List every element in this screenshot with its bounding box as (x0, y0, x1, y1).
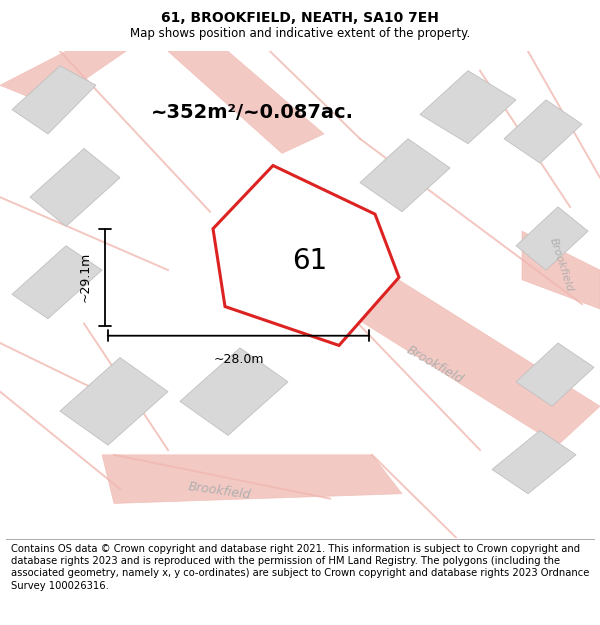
Polygon shape (360, 139, 450, 212)
Text: 61, BROOKFIELD, NEATH, SA10 7EH: 61, BROOKFIELD, NEATH, SA10 7EH (161, 11, 439, 25)
Polygon shape (12, 246, 102, 319)
Text: Brookfield: Brookfield (548, 237, 574, 294)
Polygon shape (30, 149, 120, 226)
Text: ~29.1m: ~29.1m (79, 253, 92, 302)
Text: ~28.0m: ~28.0m (213, 352, 264, 366)
Text: ~352m²/~0.087ac.: ~352m²/~0.087ac. (151, 102, 353, 121)
Polygon shape (240, 221, 348, 304)
Polygon shape (492, 431, 576, 494)
Polygon shape (516, 207, 588, 270)
Polygon shape (12, 66, 96, 134)
Text: Contains OS data © Crown copyright and database right 2021. This information is : Contains OS data © Crown copyright and d… (11, 544, 589, 591)
Text: Brookfield: Brookfield (187, 481, 251, 502)
Text: Map shows position and indicative extent of the property.: Map shows position and indicative extent… (130, 27, 470, 40)
Polygon shape (168, 51, 324, 153)
Polygon shape (102, 455, 402, 504)
Polygon shape (504, 100, 582, 163)
Polygon shape (60, 357, 168, 445)
Polygon shape (180, 348, 288, 436)
Polygon shape (318, 256, 600, 445)
Polygon shape (516, 343, 594, 406)
Polygon shape (0, 51, 126, 105)
Polygon shape (420, 71, 516, 144)
Polygon shape (522, 231, 600, 309)
Text: 61: 61 (292, 247, 328, 275)
Polygon shape (213, 166, 399, 346)
Text: Brookfield: Brookfield (404, 344, 466, 386)
